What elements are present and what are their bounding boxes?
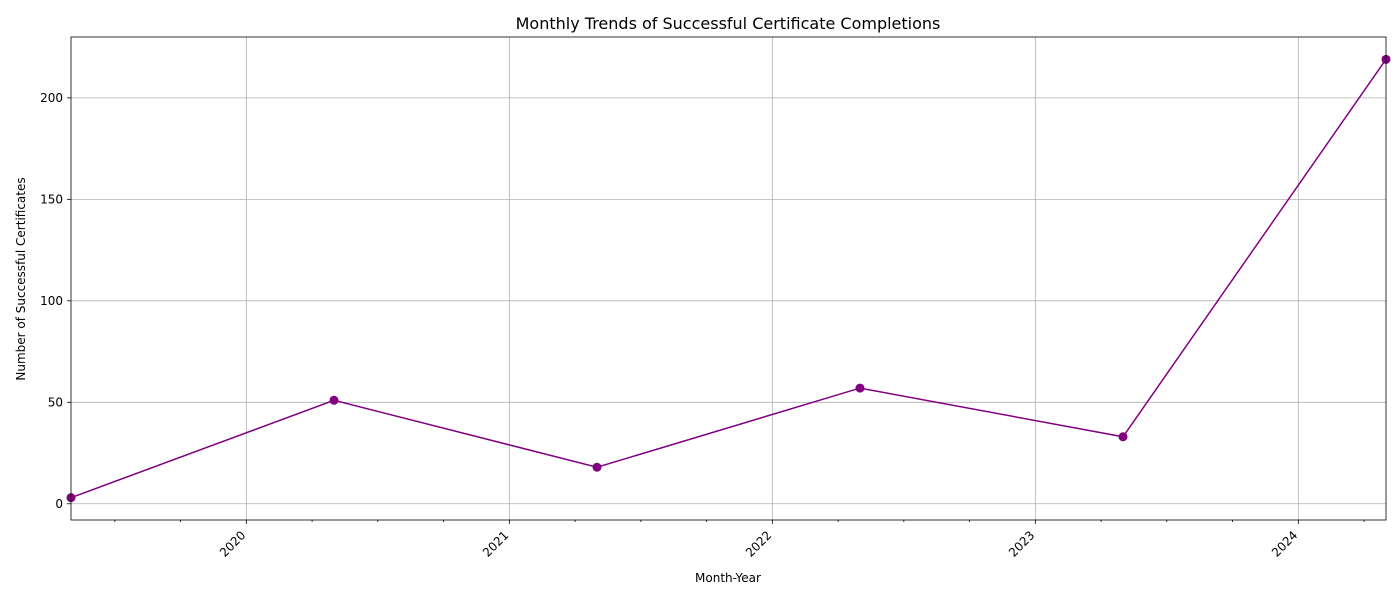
x-tick-label: 2020 — [217, 528, 248, 559]
series-line — [70, 58, 1387, 499]
plot-area-border — [70, 36, 1387, 521]
data-point — [1118, 432, 1128, 442]
data-point — [855, 383, 865, 393]
x-tick-label: 2022 — [743, 528, 774, 559]
y-tick-label: 150 — [40, 192, 63, 206]
y-tick-label: 0 — [55, 497, 63, 511]
y-axis-label: Number of Successful Certificates — [14, 177, 28, 380]
tick-layer: 0 50 100 150 200 2020 2021 2022 2023 2024 — [40, 91, 1365, 560]
chart-title: Monthly Trends of Successful Certificate… — [516, 14, 941, 33]
x-tick-label: 2024 — [1269, 528, 1300, 559]
y-tick-label: 100 — [40, 294, 63, 308]
y-tick-label: 200 — [40, 91, 63, 105]
data-point — [329, 395, 339, 405]
x-tick-label: 2023 — [1006, 528, 1037, 559]
grid-layer — [71, 37, 1386, 520]
series-layer — [66, 54, 1391, 503]
y-tick-label: 50 — [48, 395, 63, 409]
x-axis-label: Month-Year — [695, 571, 761, 585]
x-tick-label: 2021 — [480, 528, 511, 559]
data-point — [592, 462, 602, 472]
